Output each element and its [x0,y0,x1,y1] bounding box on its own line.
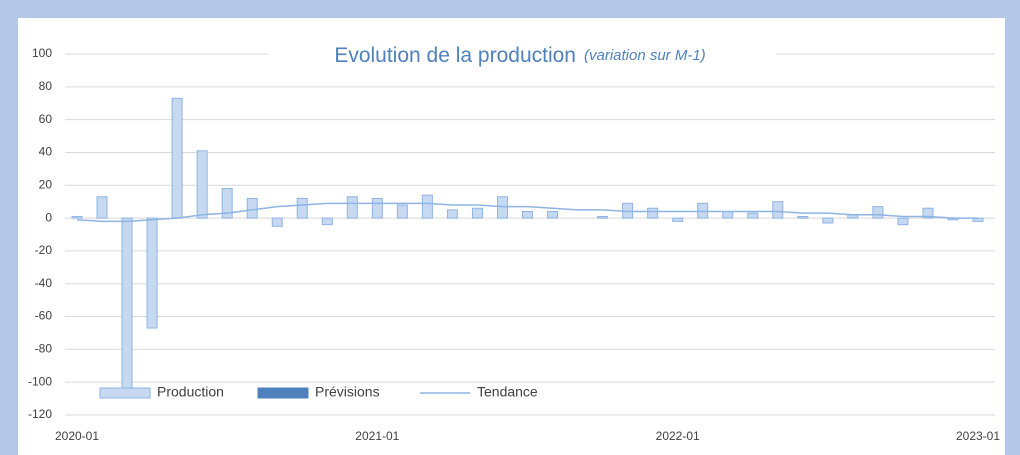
y-tick-label: 100 [32,46,52,60]
x-tick-label: 2022-01 [656,429,700,443]
y-tick-label: -60 [35,309,53,323]
y-tick-label: 40 [39,145,53,159]
bar [747,212,759,219]
bar [897,217,909,226]
marks [71,97,984,390]
y-tick-label: 0 [45,210,52,224]
bar [296,197,308,219]
legend-swatch [99,387,151,399]
bar [396,204,408,219]
bar [71,215,83,219]
bar [171,97,183,219]
y-tick-label: -80 [35,342,53,356]
bar [221,188,233,219]
x-tick-label: 2020-01 [55,429,99,443]
bar [96,196,108,219]
bar [722,211,734,219]
chart-title: Evolution de la production (variation sur… [334,44,705,67]
bar [471,207,483,219]
bar [772,201,784,219]
bar [547,211,559,219]
bar [371,197,383,219]
x-tick-label: 2023-01 [956,429,1000,443]
bar [697,202,709,219]
bar [246,197,258,219]
bar [647,207,659,219]
bar [822,217,834,224]
legend-label: Prévisions [315,384,380,400]
y-tick-label: 60 [39,112,53,126]
bar [922,207,934,219]
y-tick-label: 80 [39,79,53,93]
title-background [268,42,776,68]
legend-swatch [257,387,309,399]
legend-label: Production [157,384,224,400]
bar [597,215,609,219]
title: Evolution de la production [334,44,576,67]
bar [321,217,333,226]
bar [146,217,158,329]
legend: Production Prévisions Tendance [99,384,538,400]
y-tick-label: -40 [35,276,53,290]
bar [271,217,283,227]
y-tick-label: -100 [28,374,52,388]
trend-line [76,202,978,223]
bar [196,150,208,219]
bar [496,196,508,219]
x-tick-label: 2021-01 [355,429,399,443]
bar [672,217,684,222]
legend-label: Tendance [477,384,538,400]
y-tick-label: -120 [28,407,52,421]
y-tick-label: 20 [39,177,53,191]
subtitle: (variation sur M-1) [584,47,706,64]
bar [797,215,809,219]
y-tick-label: -20 [35,243,53,257]
bar [421,194,433,219]
grid: -120 -100 -80 -60 -40 -20 0 20 40 60 80 100 2020-01 2… [28,46,1000,443]
bar [872,206,884,219]
bar [121,217,133,390]
bar [446,209,458,219]
bar [346,196,358,219]
bar [522,211,533,219]
